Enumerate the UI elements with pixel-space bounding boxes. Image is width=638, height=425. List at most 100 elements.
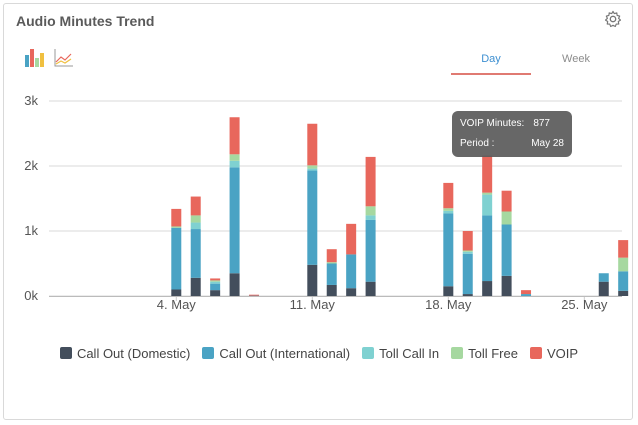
legend-swatch	[529, 347, 542, 359]
bar-segment[interactable]	[229, 154, 240, 161]
bar-segment[interactable]	[326, 263, 337, 285]
bar-segment[interactable]	[326, 284, 337, 296]
tooltip-value-period: May 28	[531, 138, 564, 149]
legend-item[interactable]: Toll Free	[451, 346, 518, 361]
bar-segment[interactable]	[249, 294, 260, 296]
bar-segment[interactable]	[171, 208, 182, 227]
tooltip-label-period: Period :	[460, 138, 495, 149]
bar-segment[interactable]	[618, 257, 629, 272]
legend-item[interactable]: Toll Call In	[362, 346, 439, 361]
y-tick-label: 1k	[24, 223, 38, 238]
bar-segment[interactable]	[210, 281, 221, 284]
tab-day[interactable]: Day	[451, 49, 531, 75]
legend-label: Toll Free	[468, 346, 518, 361]
y-tick-label: 0k	[24, 288, 38, 303]
bar-segment[interactable]	[462, 250, 473, 252]
bar-segment[interactable]	[482, 281, 493, 296]
bar-segment[interactable]	[618, 240, 629, 258]
bar-segment[interactable]	[443, 210, 454, 214]
legend-label: VOIP	[546, 346, 579, 361]
bar-segment[interactable]	[307, 168, 318, 171]
bar-segment[interactable]	[482, 155, 493, 193]
bar-segment[interactable]	[618, 271, 629, 291]
bar-segment[interactable]	[210, 278, 221, 281]
bar-segment[interactable]	[307, 123, 318, 166]
bar-segment[interactable]	[521, 290, 532, 295]
bar-segment[interactable]	[443, 286, 454, 296]
period-tabs: Day Week	[451, 49, 631, 75]
bar-segment[interactable]	[501, 211, 512, 225]
bar-segment[interactable]	[501, 224, 512, 276]
bar-segment[interactable]	[307, 170, 318, 265]
line-chart-icon[interactable]	[53, 46, 75, 68]
bar-segment[interactable]	[307, 264, 318, 296]
y-tick-label: 3k	[24, 93, 38, 108]
bar-segment[interactable]	[501, 190, 512, 212]
bar-segment[interactable]	[346, 223, 357, 255]
bar-segment[interactable]	[482, 192, 493, 195]
bar-segment[interactable]	[365, 215, 376, 220]
bar-segment[interactable]	[462, 294, 473, 296]
bar-chart-icon[interactable]	[24, 46, 46, 68]
bar-segment[interactable]	[462, 253, 473, 295]
bar-segment[interactable]	[462, 251, 473, 254]
bar-segment[interactable]	[365, 219, 376, 282]
legend-swatch	[202, 347, 215, 359]
bar-segment[interactable]	[521, 294, 532, 296]
legend-swatch	[362, 347, 375, 359]
legend-item[interactable]: Call Out (International)	[202, 346, 350, 361]
bar-segment[interactable]	[482, 215, 493, 282]
x-tick-label: 18. May	[425, 297, 472, 312]
bar-segment[interactable]	[307, 165, 318, 169]
bar-segment[interactable]	[462, 231, 473, 251]
gear-icon[interactable]	[604, 10, 622, 28]
bar-segment[interactable]	[365, 281, 376, 296]
bar-segment[interactable]	[229, 167, 240, 274]
widget-card: Audio Minutes Trend Day Week 0k 1k 2k 3k 4. …	[3, 3, 633, 420]
legend-swatch	[59, 347, 72, 359]
stacked-bar-chart: 0k 1k 2k 3k 4. May 11. May 18. May 25. May	[24, 93, 629, 312]
bar-segment[interactable]	[365, 206, 376, 216]
x-tick-label: 4. May	[157, 297, 197, 312]
tooltip-label-series: VOIP Minutes:	[460, 118, 525, 129]
bar-segment[interactable]	[249, 295, 260, 297]
bar-segment[interactable]	[598, 273, 609, 282]
bar-segment[interactable]	[443, 213, 454, 287]
bar-segment[interactable]	[598, 281, 609, 296]
bar-segment[interactable]	[326, 249, 337, 263]
legend-label: Toll Call In	[379, 346, 440, 361]
legend-item[interactable]: Call Out (Domestic)	[59, 346, 191, 361]
y-tick-label: 2k	[24, 158, 38, 173]
bar-segment[interactable]	[501, 275, 512, 296]
bar-segment[interactable]	[190, 277, 201, 296]
bar-segment[interactable]	[171, 289, 182, 297]
bar-segment[interactable]	[365, 156, 376, 207]
bar-segment[interactable]	[190, 215, 201, 223]
legend-swatch	[451, 347, 464, 359]
tooltip-value-series: 877	[533, 118, 550, 129]
bar-segment[interactable]	[190, 196, 201, 216]
tab-week[interactable]: Week	[562, 53, 590, 65]
bar-segment[interactable]	[210, 283, 221, 291]
bar-segment[interactable]	[443, 182, 454, 209]
bar-segment[interactable]	[190, 222, 201, 230]
bar-segment[interactable]	[210, 290, 221, 296]
bar-segment[interactable]	[482, 194, 493, 216]
chart-tooltip: VOIP Minutes: 877 Period : May 28	[452, 111, 572, 157]
bar-segment[interactable]	[326, 262, 337, 264]
bar-segment[interactable]	[443, 208, 454, 211]
bar-segment[interactable]	[171, 226, 182, 228]
bar-segment[interactable]	[346, 254, 357, 289]
bar-segment[interactable]	[346, 288, 357, 296]
bar-segment[interactable]	[171, 227, 182, 290]
bar-segment[interactable]	[210, 280, 221, 282]
legend-label: Call Out (Domestic)	[76, 346, 191, 361]
bar-segment[interactable]	[190, 229, 201, 278]
chart-legend: Call Out (Domestic) Call Out (Internation…	[4, 346, 634, 361]
bar-segment[interactable]	[229, 273, 240, 296]
x-tick-label: 11. May	[290, 297, 336, 312]
legend-item[interactable]: VOIP	[529, 346, 579, 361]
bar-segment[interactable]	[229, 117, 240, 155]
bar-segment[interactable]	[618, 290, 629, 296]
bar-segment[interactable]	[229, 160, 240, 168]
